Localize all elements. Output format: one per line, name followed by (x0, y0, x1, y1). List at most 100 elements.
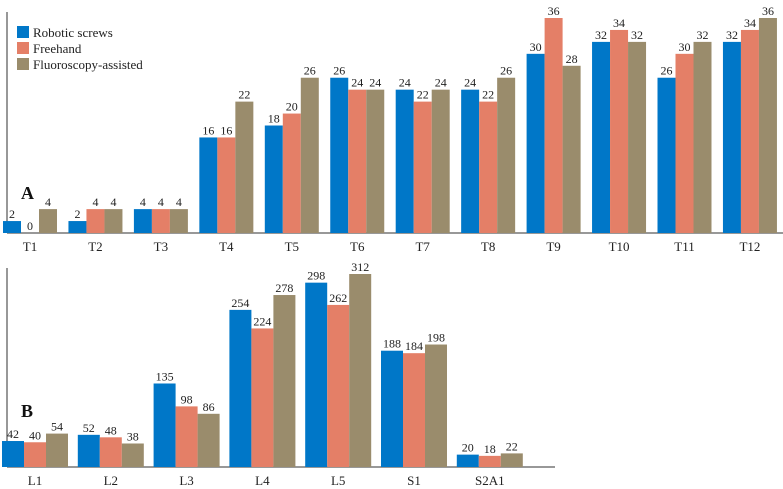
bar-T11-robotic-screws (657, 77, 676, 233)
data-label: 22 (417, 88, 429, 102)
data-label: 30 (530, 40, 542, 54)
bar-T9-robotic-screws (526, 53, 545, 234)
data-label: 20 (286, 100, 298, 114)
bar-T3-robotic-screws (133, 209, 152, 233)
x-tick-label: L2 (104, 473, 118, 488)
data-label: 18 (484, 442, 496, 456)
data-label: 24 (351, 76, 363, 90)
data-label: 32 (595, 28, 607, 42)
data-label: 18 (268, 112, 280, 126)
x-tick-label: T4 (219, 239, 234, 254)
data-label: 24 (399, 76, 411, 90)
bar-S2A1-robotic-screws (456, 454, 479, 467)
data-label: 30 (679, 40, 691, 54)
bar-T2-freehand (86, 209, 105, 233)
panel-label: A (21, 183, 34, 203)
bar-T11-fluoroscopy-assisted (693, 41, 712, 234)
data-label: 24 (464, 76, 476, 90)
x-tick-label: T5 (285, 239, 299, 254)
bar-L2-robotic-screws (77, 434, 100, 467)
data-label: 312 (351, 260, 369, 274)
bar-T4-freehand (217, 137, 236, 233)
bar-T12-robotic-screws (722, 41, 741, 234)
x-tick-label: S1 (407, 473, 421, 488)
bar-S1-robotic-screws (381, 350, 403, 467)
data-label: 32 (631, 28, 643, 42)
legend-swatch (17, 42, 29, 54)
bar-T3-fluoroscopy-assisted (169, 209, 188, 233)
legend: Robotic screwsFreehandFluoroscopy-assist… (17, 25, 143, 72)
legend-label: Robotic screws (33, 25, 113, 40)
data-label: 254 (231, 296, 249, 310)
data-label: 224 (253, 314, 271, 328)
bar-T11-freehand (675, 53, 694, 234)
data-label: 40 (29, 428, 41, 442)
x-tick-label: T11 (674, 239, 694, 254)
data-label: 20 (462, 441, 474, 455)
legend-label: Freehand (33, 41, 82, 56)
x-tick-label: T6 (350, 239, 365, 254)
data-label: 98 (181, 392, 193, 406)
data-label: 16 (220, 123, 232, 137)
data-label: 26 (500, 64, 512, 78)
bar-T1-fluoroscopy-assisted (39, 209, 57, 233)
data-label: 0 (27, 219, 33, 233)
bar-S1-freehand (403, 353, 425, 467)
data-label: 36 (762, 4, 774, 18)
data-label: 135 (156, 369, 174, 383)
bar-S2A1-freehand (478, 455, 501, 467)
data-label: 22 (506, 439, 518, 453)
data-label: 4 (140, 195, 146, 209)
bar-T5-fluoroscopy-assisted (300, 77, 319, 233)
bar-L2-fluoroscopy-assisted (121, 443, 144, 467)
data-label: 32 (726, 28, 738, 42)
data-label: 26 (333, 64, 345, 78)
data-label: 4 (110, 195, 116, 209)
x-tick-label: L3 (179, 473, 193, 488)
bar-L5-freehand (327, 304, 350, 467)
bar-T8-fluoroscopy-assisted (497, 77, 516, 233)
bar-L3-robotic-screws (153, 383, 176, 467)
bar-S2A1-fluoroscopy-assisted (500, 453, 523, 467)
data-label: 38 (127, 429, 139, 443)
data-label: 28 (566, 52, 578, 66)
bar-T10-robotic-screws (592, 41, 611, 234)
data-label: 16 (202, 123, 214, 137)
data-label: 86 (203, 400, 215, 414)
bar-T3-freehand (151, 209, 170, 233)
bar-L2-freehand (99, 437, 122, 467)
bar-L1-fluoroscopy-assisted (46, 433, 68, 467)
bar-T2-fluoroscopy-assisted (104, 209, 123, 233)
x-tick-label: T1 (23, 239, 37, 254)
x-tick-label: T7 (415, 239, 430, 254)
data-label: 4 (158, 195, 164, 209)
bar-T10-freehand (610, 29, 629, 234)
x-tick-label: L5 (331, 473, 345, 488)
x-tick-label: S2A1 (475, 473, 505, 488)
bar-S1-fluoroscopy-assisted (425, 344, 447, 467)
bar-T6-freehand (348, 89, 367, 234)
bar-T5-freehand (282, 113, 301, 233)
bar-T7-robotic-screws (395, 89, 414, 234)
bar-T12-fluoroscopy-assisted (758, 18, 777, 233)
bar-T4-robotic-screws (199, 137, 218, 233)
bar-L3-fluoroscopy-assisted (197, 413, 220, 467)
data-label: 22 (482, 88, 494, 102)
data-label: 2 (9, 207, 15, 221)
data-label: 298 (307, 269, 325, 283)
data-label: 4 (45, 195, 51, 209)
data-label: 34 (613, 16, 625, 30)
data-label: 262 (329, 291, 347, 305)
data-label: 22 (238, 88, 250, 102)
bar-L1-robotic-screws (2, 441, 24, 467)
bar-L3-freehand (175, 406, 198, 467)
data-label: 278 (275, 281, 293, 295)
bar-T12-freehand (740, 29, 759, 234)
bar-T1-robotic-screws (3, 221, 21, 233)
bar-T6-robotic-screws (330, 77, 349, 233)
data-label: 198 (427, 331, 445, 345)
bar-L4-fluoroscopy-assisted (273, 295, 296, 467)
bar-T5-robotic-screws (264, 125, 283, 233)
